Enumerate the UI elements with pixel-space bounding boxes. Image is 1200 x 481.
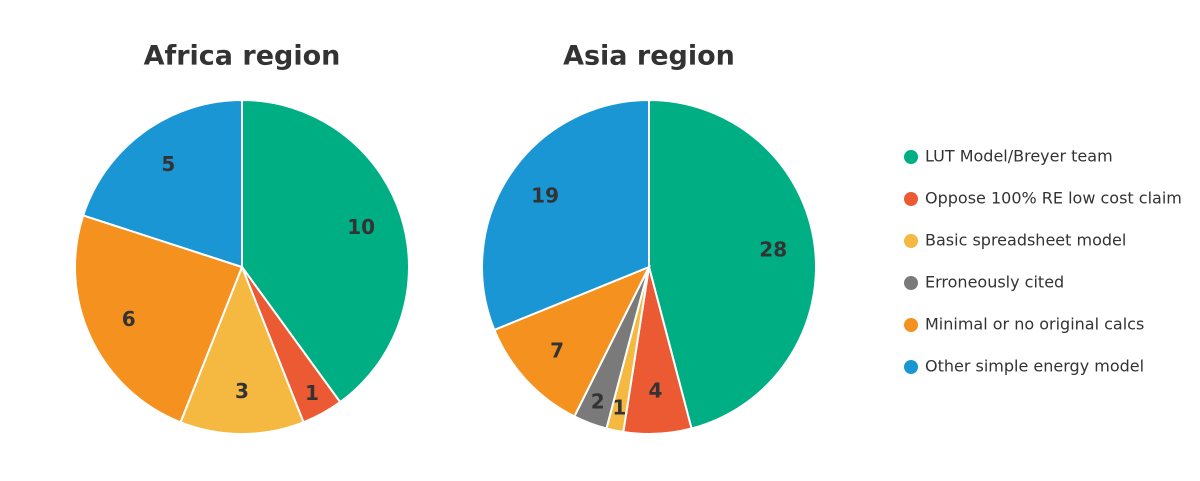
pie-slice (481, 98, 650, 332)
chart-title: Africa region (144, 41, 341, 72)
legend-label: Other simple energy model (925, 357, 1144, 376)
data-label: 10 (347, 215, 375, 239)
legend-marker (904, 276, 918, 290)
legend-label: Basic spreadsheet model (925, 231, 1126, 250)
legend-marker (904, 150, 918, 164)
legend-label: LUT Model/Breyer team (925, 147, 1113, 166)
legend-marker (904, 318, 918, 332)
data-label: 1 (305, 381, 319, 405)
legend-marker (904, 360, 918, 374)
pie-slice (179, 264, 305, 435)
pie-slice (81, 98, 243, 269)
chart-title: Asia region (563, 41, 735, 72)
legend-label: Minimal or no original calcs (925, 315, 1144, 334)
pie-slice (493, 265, 652, 418)
legend-label: Erroneously cited (925, 273, 1064, 292)
data-label: 4 (648, 379, 662, 403)
data-label: 1 (612, 396, 626, 420)
legend-marker (904, 192, 918, 206)
data-label: 7 (550, 339, 564, 363)
data-label: 5 (161, 152, 175, 176)
pie-slice (648, 98, 817, 430)
data-label: 2 (591, 389, 605, 413)
legend-label: Oppose 100% RE low cost claim (925, 189, 1182, 208)
data-label: 6 (122, 307, 136, 331)
pie-slice (241, 98, 410, 404)
legend-marker (904, 234, 918, 248)
data-label: 28 (759, 237, 787, 261)
data-label: 3 (235, 379, 249, 403)
data-label: 19 (531, 184, 559, 208)
pie-slice (74, 214, 244, 424)
